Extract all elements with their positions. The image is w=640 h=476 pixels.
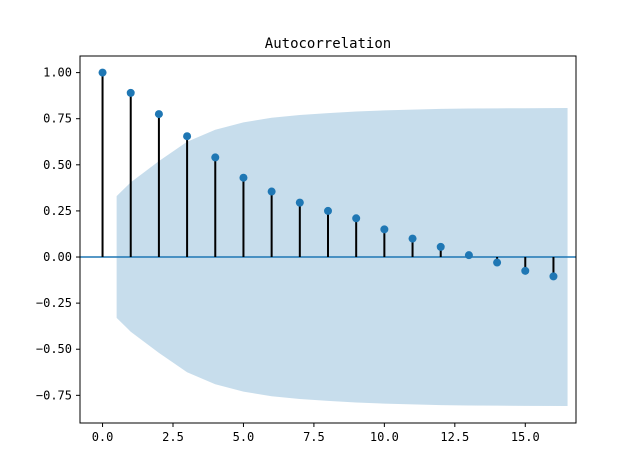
acf-point-9 bbox=[352, 214, 361, 223]
y-tick-label: 0.00 bbox=[43, 250, 72, 264]
acf-point-14 bbox=[493, 258, 502, 267]
x-tick-label: 7.5 bbox=[303, 430, 325, 444]
y-tick-label: 1.00 bbox=[43, 66, 72, 80]
marker-layer bbox=[98, 68, 558, 281]
x-tick-label: 2.5 bbox=[162, 430, 184, 444]
acf-point-11 bbox=[408, 234, 417, 243]
x-tick-label: 0.0 bbox=[92, 430, 114, 444]
acf-point-12 bbox=[436, 242, 445, 251]
acf-point-15 bbox=[521, 266, 530, 275]
acf-point-4 bbox=[211, 153, 220, 162]
x-tick-label: 15.0 bbox=[511, 430, 540, 444]
acf-point-13 bbox=[464, 251, 473, 260]
y-tick-label: 0.75 bbox=[43, 112, 72, 126]
x-tick-label: 10.0 bbox=[370, 430, 399, 444]
x-axis-ticks: 0.0 2.5 5.0 7.5 10.0 12.5 15.0 bbox=[92, 423, 540, 444]
plot-frame bbox=[79, 55, 577, 424]
acf-point-0 bbox=[98, 68, 107, 77]
acf-point-1 bbox=[126, 88, 135, 97]
y-tick-label: −0.75 bbox=[36, 388, 72, 402]
acf-point-2 bbox=[154, 110, 163, 119]
acf-point-3 bbox=[183, 132, 192, 141]
y-tick-label: 0.50 bbox=[43, 158, 72, 172]
acf-point-16 bbox=[549, 272, 558, 281]
acf-point-8 bbox=[324, 206, 332, 215]
acf-point-5 bbox=[239, 173, 248, 182]
x-tick-label: 12.5 bbox=[440, 430, 469, 444]
acf-point-10 bbox=[380, 225, 389, 234]
chart-title: Autocorrelation bbox=[265, 36, 391, 52]
y-axis-ticks: 1.00 0.75 0.50 0.25 0.00 −0.25 −0.50 −0.75 bbox=[36, 66, 80, 402]
acf-point-7 bbox=[295, 198, 304, 207]
stem-layer bbox=[101, 72, 555, 277]
acf-point-6 bbox=[267, 187, 276, 196]
y-tick-label: 0.25 bbox=[43, 204, 72, 218]
y-tick-label: −0.25 bbox=[36, 296, 72, 310]
y-tick-label: −0.50 bbox=[36, 342, 72, 356]
x-tick-label: 5.0 bbox=[233, 430, 255, 444]
